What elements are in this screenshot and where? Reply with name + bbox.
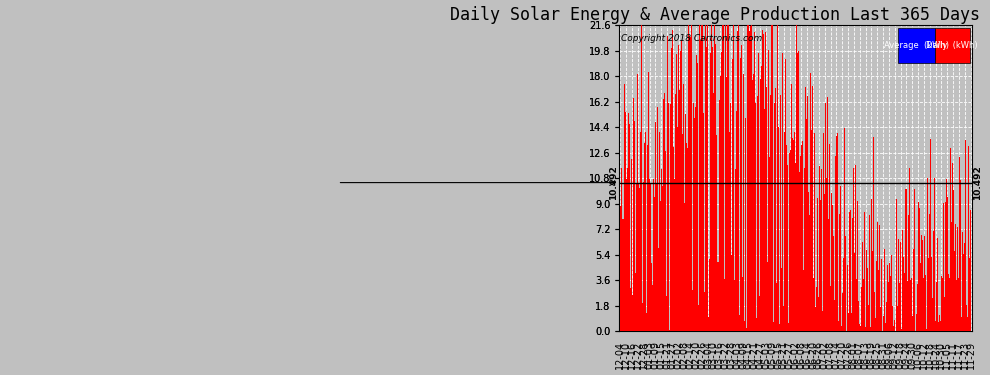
- Title: Daily Solar Energy & Average Production Last 365 Days Tue Dec 4 16:08: Daily Solar Energy & Average Production …: [450, 6, 990, 24]
- Text: 10.492: 10.492: [609, 165, 618, 200]
- FancyBboxPatch shape: [935, 28, 970, 63]
- Text: Copyright 2018 Cartronics.com: Copyright 2018 Cartronics.com: [621, 34, 762, 43]
- FancyBboxPatch shape: [898, 28, 935, 63]
- Text: 10.492: 10.492: [973, 165, 982, 200]
- Text: Average  (kWh): Average (kWh): [884, 41, 948, 50]
- Text: Daily  (kWh): Daily (kWh): [927, 41, 978, 50]
